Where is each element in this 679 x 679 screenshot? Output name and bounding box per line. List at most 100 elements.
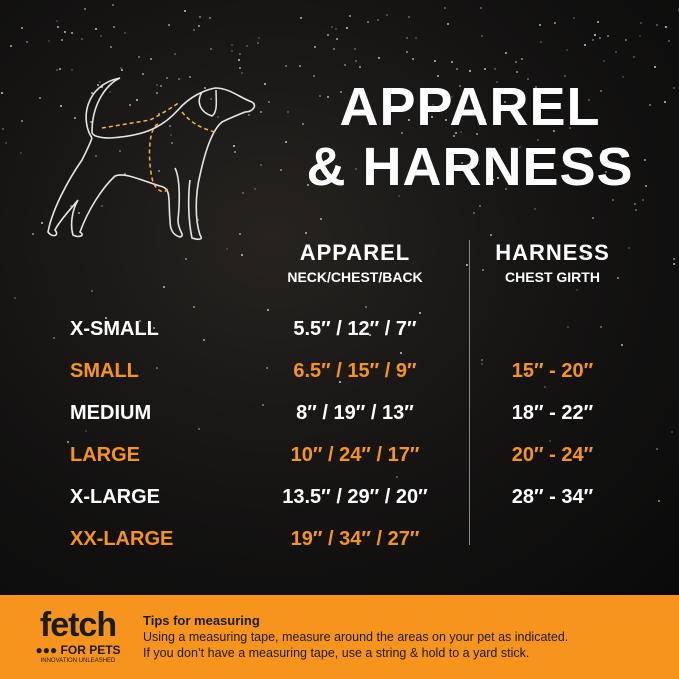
star — [2, 127, 5, 130]
star — [101, 205, 104, 208]
star — [233, 150, 236, 153]
size-label: LARGE — [70, 444, 140, 466]
star — [209, 97, 212, 100]
star — [526, 371, 529, 374]
star — [100, 86, 103, 89]
size-row: X-SMALL 5.5″ / 12″ / 7″ — [0, 314, 679, 344]
star — [581, 254, 584, 257]
star — [41, 221, 44, 224]
star — [355, 168, 358, 171]
star — [567, 326, 570, 329]
star — [210, 48, 213, 51]
star — [468, 70, 471, 73]
star — [111, 3, 114, 6]
harness-heading: HARNESS — [495, 240, 610, 265]
star — [240, 253, 243, 256]
star — [576, 289, 579, 292]
star — [89, 121, 92, 124]
star — [407, 15, 410, 18]
star — [237, 58, 240, 61]
star — [198, 427, 201, 430]
star — [242, 191, 245, 194]
apparel-column-header: APPAREL NECK/CHEST/BACK — [240, 240, 470, 286]
star — [168, 23, 171, 26]
starry-background — [0, 0, 679, 595]
star — [258, 37, 261, 40]
star — [533, 207, 536, 210]
star — [286, 111, 289, 114]
star — [482, 268, 485, 271]
size-row: XX-LARGE 19″ / 34″ / 27″ — [0, 524, 679, 554]
star — [621, 343, 624, 346]
star — [667, 40, 670, 43]
harness-subheading: CHEST GIRTH — [505, 269, 600, 285]
star — [447, 23, 450, 26]
star — [267, 309, 270, 311]
star — [640, 21, 643, 24]
star — [262, 403, 265, 406]
star — [657, 500, 660, 503]
size-row: X-LARGE 13.5″ / 29″ / 20″ 28″ - 34″ — [0, 482, 679, 512]
star — [138, 56, 141, 59]
footer: fetch ●●● FOR PETS INNOVATION UNLEASHED … — [0, 595, 679, 679]
star — [124, 32, 127, 35]
star — [592, 217, 595, 220]
logo-sub: ●●● FOR PETS — [35, 643, 121, 657]
star — [519, 146, 522, 149]
star — [364, 306, 367, 309]
star — [481, 358, 484, 361]
star — [319, 94, 322, 97]
star — [67, 441, 70, 444]
star — [593, 33, 596, 36]
logo-sub-text: FOR PETS — [60, 643, 121, 657]
star — [61, 38, 64, 41]
star — [74, 117, 77, 120]
star — [472, 211, 475, 214]
star — [644, 184, 647, 187]
star — [112, 25, 115, 28]
star — [376, 18, 379, 21]
star — [327, 34, 330, 37]
star — [108, 91, 111, 94]
star — [534, 85, 537, 88]
star — [627, 246, 630, 249]
star — [611, 199, 614, 202]
star — [549, 439, 552, 442]
apparel-measurement: 19″ / 34″ / 27″ — [290, 528, 420, 550]
star — [71, 68, 74, 71]
star — [177, 77, 180, 80]
star — [554, 22, 557, 25]
star — [91, 91, 94, 94]
apparel-measurement: 6.5″ / 15″ / 9″ — [293, 360, 417, 382]
star — [184, 257, 187, 260]
harness-measurement: 20″ - 24″ — [511, 444, 594, 466]
star — [196, 218, 199, 221]
star — [305, 232, 308, 235]
star — [655, 447, 658, 450]
star — [120, 68, 123, 71]
star — [655, 23, 658, 26]
star — [338, 380, 341, 383]
star — [284, 64, 287, 67]
star — [672, 258, 675, 261]
star — [306, 184, 309, 187]
star — [407, 119, 410, 122]
star — [300, 17, 303, 20]
star — [174, 53, 177, 56]
star — [349, 15, 352, 18]
star — [53, 337, 56, 340]
title-line-1: APPAREL — [339, 77, 601, 137]
size-label: X-SMALL — [70, 318, 159, 340]
star — [198, 15, 201, 18]
star — [451, 96, 454, 99]
star — [247, 113, 250, 116]
size-label: XX-LARGE — [70, 528, 174, 550]
star — [377, 57, 380, 60]
star — [59, 104, 62, 107]
column-divider — [469, 240, 470, 545]
star — [670, 430, 673, 433]
star — [386, 14, 389, 17]
star — [109, 46, 112, 49]
star — [90, 289, 93, 292]
star — [625, 38, 628, 41]
